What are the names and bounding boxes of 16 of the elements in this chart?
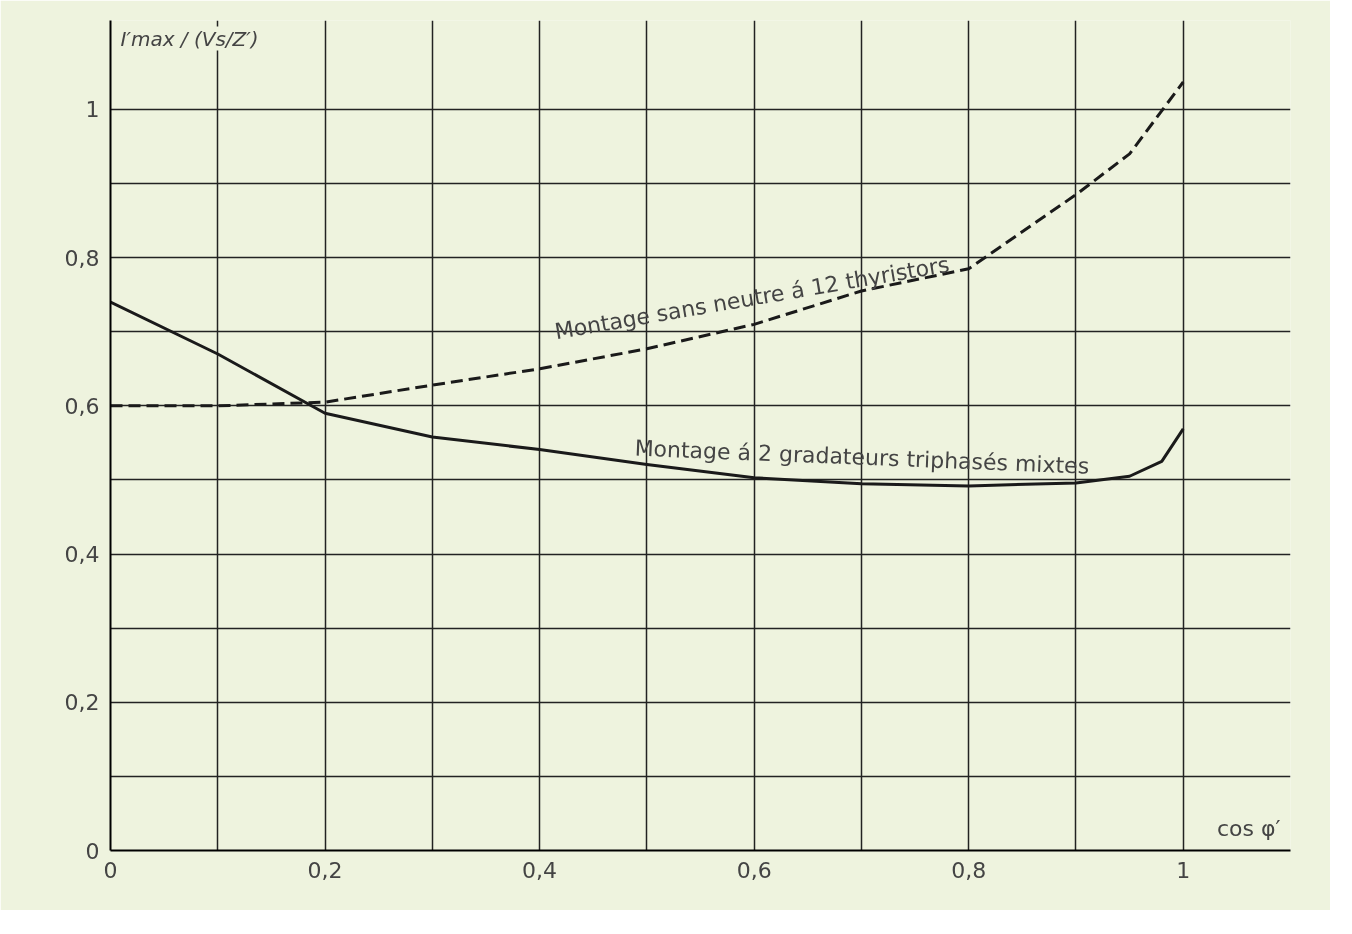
y-tick-label: 0,4	[64, 542, 100, 568]
x-tick-label: 1	[1176, 857, 1191, 883]
x-tick-label: 0,2	[307, 857, 343, 883]
y-tick-label: 1	[85, 97, 100, 123]
x-tick-label: 0	[103, 857, 118, 883]
y-tick-label: 0,2	[64, 690, 100, 716]
series-label: Montage á 2 gradateurs triphasés mixtes	[634, 435, 1090, 479]
x-tick-label: 0,6	[736, 857, 772, 883]
y-tick-label: 0	[85, 838, 100, 864]
x-tick-label: 0,8	[951, 857, 987, 883]
text: Montage sans neutre á 12 thyristors	[552, 251, 952, 345]
y-axis-title: I′max / (Vs/Z′)	[120, 26, 259, 51]
x-axis-title: cos φ′	[1216, 815, 1281, 841]
y-tick-label: 0,6	[64, 393, 100, 419]
x-tick-label: 0,4	[522, 857, 558, 883]
y-tick-label: 0,8	[64, 245, 100, 271]
